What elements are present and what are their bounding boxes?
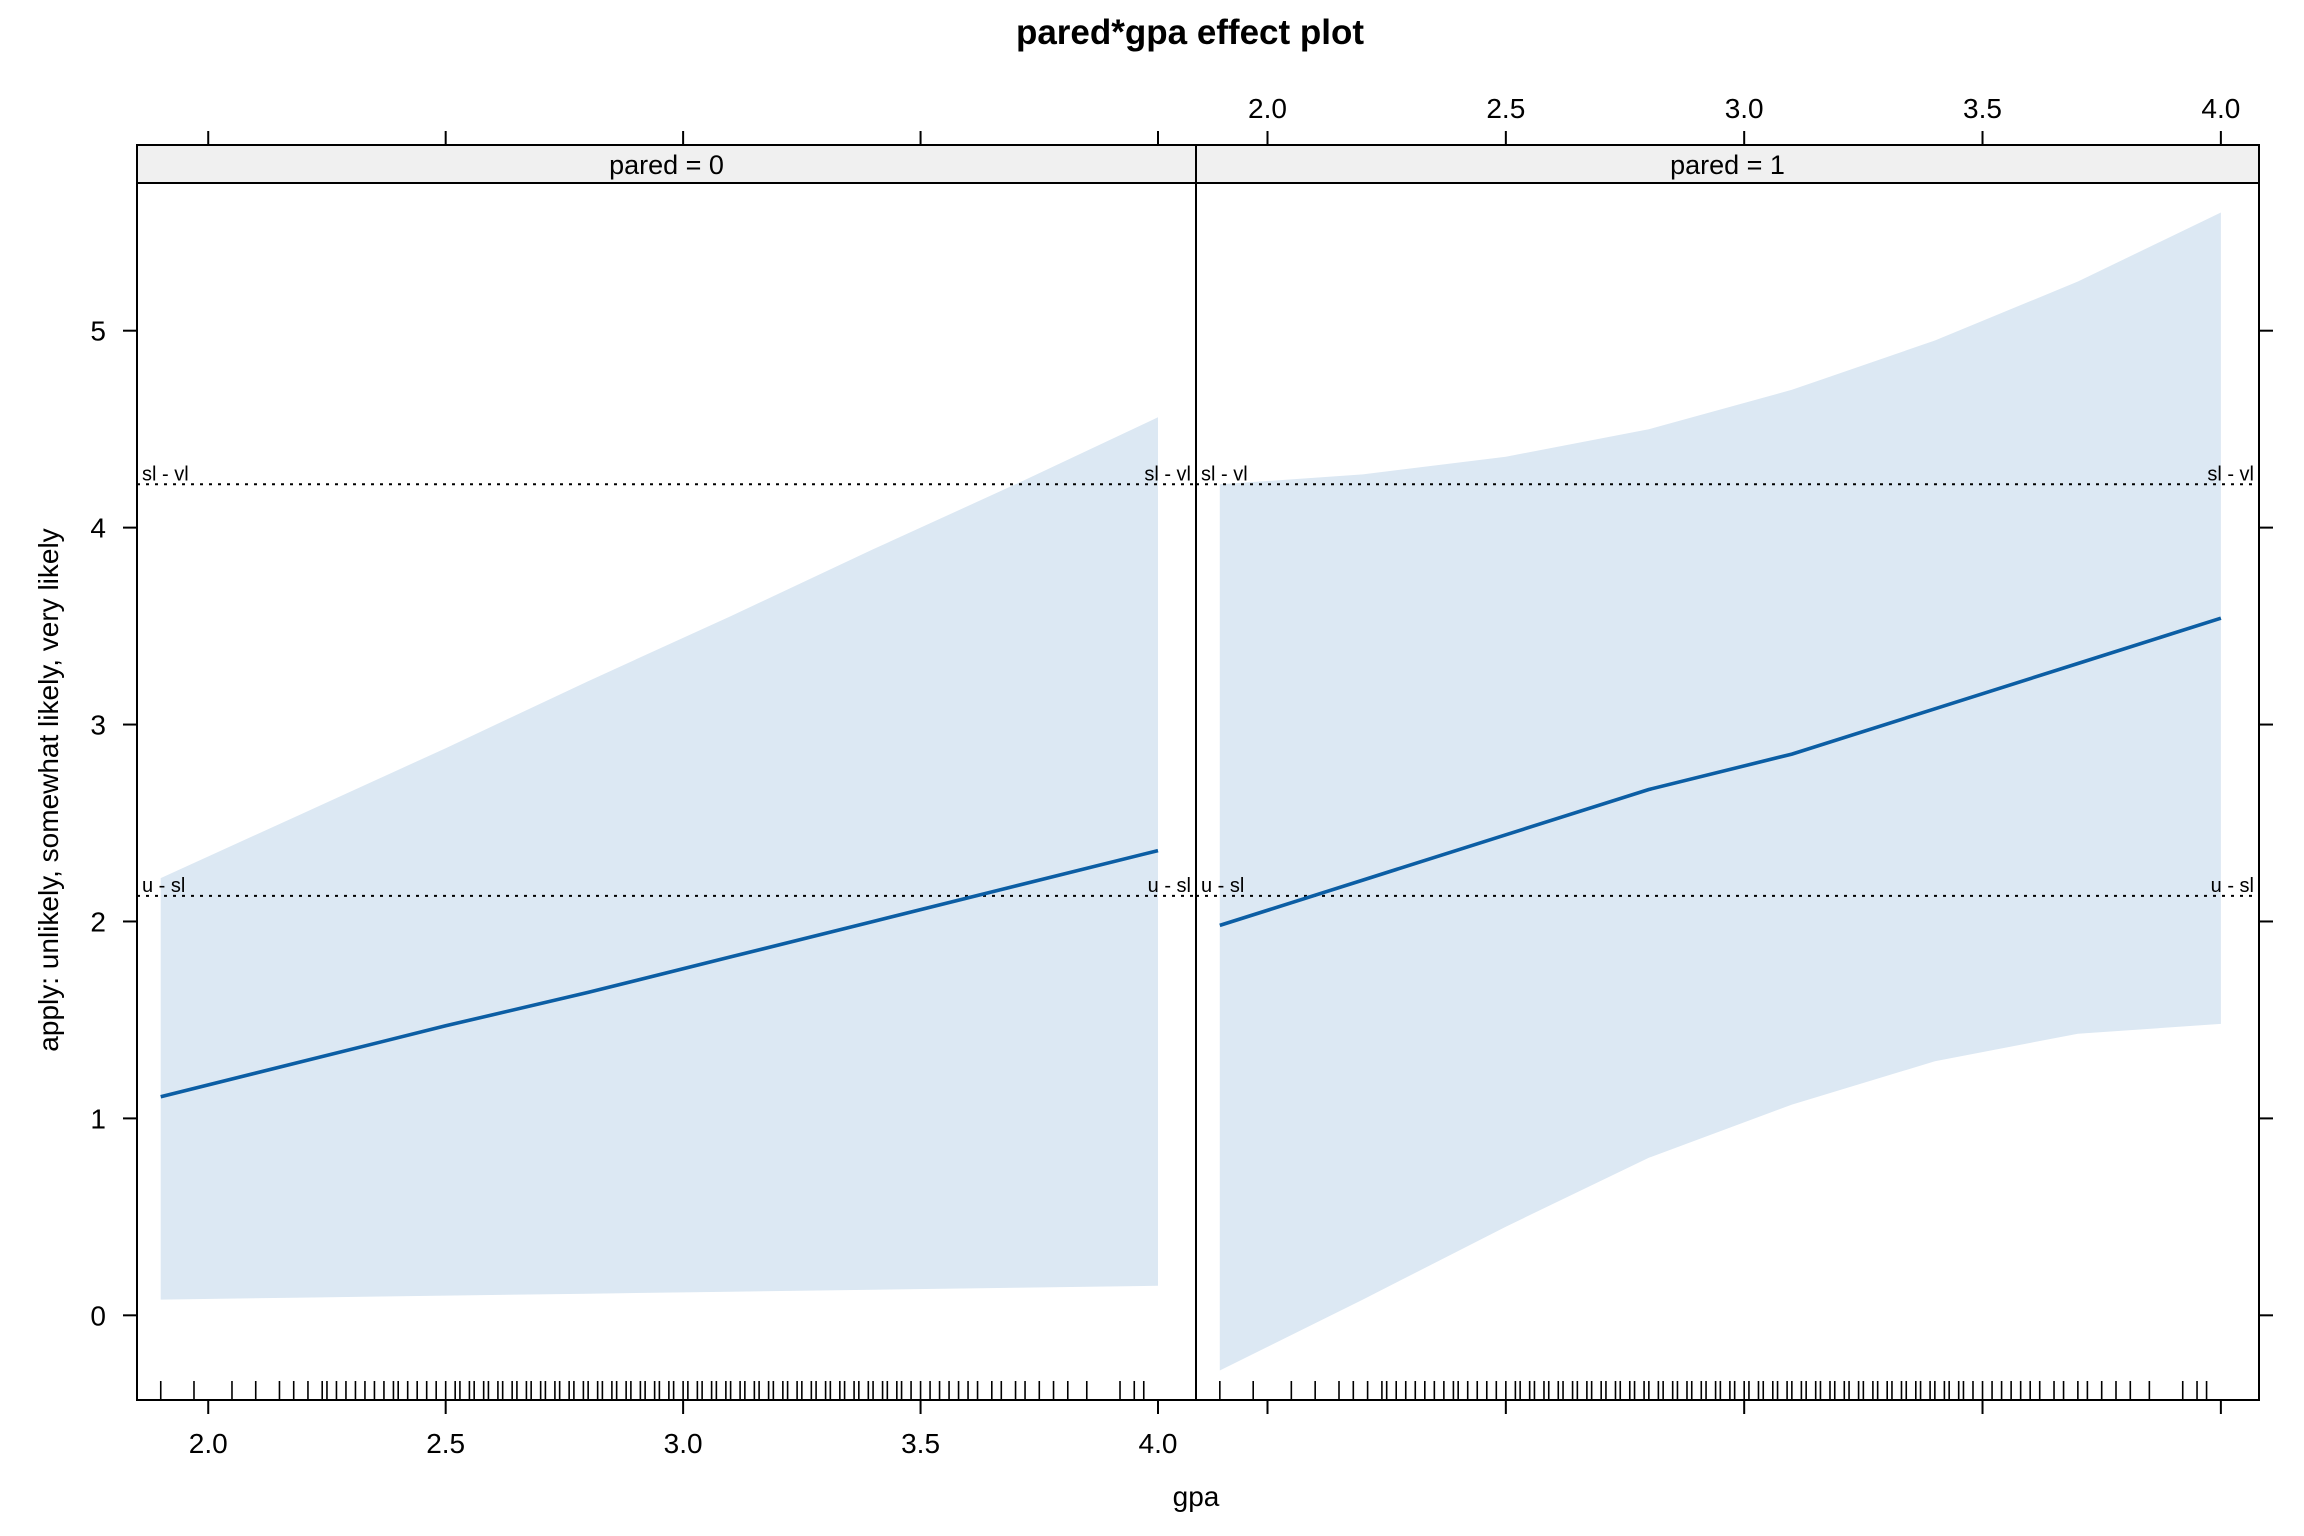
- threshold-label: sl - vl: [142, 463, 189, 485]
- threshold-label: u - sl: [1148, 875, 1191, 897]
- threshold-label: sl - vl: [1201, 463, 1248, 485]
- threshold-label: u - sl: [2211, 875, 2254, 897]
- panel-strip: [1195, 144, 2260, 184]
- x-tick-label: 3.5: [1963, 93, 2002, 124]
- y-axis-title: apply: unlikely, somewhat likely, very l…: [33, 528, 64, 1051]
- fit-line: [160, 848, 1159, 1099]
- y-tick-label: 1: [90, 1103, 106, 1134]
- x-tick-label: 2.0: [1248, 93, 1287, 124]
- chart-title: pared*gpa effect plot: [1016, 13, 1364, 52]
- confidence-band: [160, 417, 1158, 1300]
- y-tick-label: 0: [90, 1300, 106, 1331]
- x-tick-label: 2.0: [189, 1428, 228, 1459]
- x-tick-label: 2.5: [1486, 93, 1525, 124]
- panel-0: u - sl u - sl sl - vl sl - vl pared = 0 2.0 2.…: [136, 131, 1197, 1459]
- threshold-label: sl - vl: [1144, 463, 1191, 485]
- threshold-label: u - sl: [1201, 875, 1244, 897]
- x-tick-label: 4.0: [2201, 93, 2240, 124]
- x-tick-label: 2.5: [426, 1428, 465, 1459]
- panel-strip-label: pared = 1: [1670, 150, 1785, 180]
- x-tick-label: 4.0: [1139, 1428, 1178, 1459]
- fit-line: [1219, 616, 2222, 928]
- panel-strip: [136, 144, 1197, 184]
- y-tick-label: 3: [90, 710, 106, 741]
- y-tick-label: 5: [90, 316, 106, 347]
- threshold-label: sl - vl: [2207, 463, 2254, 485]
- x-tick-label: 3.5: [901, 1428, 940, 1459]
- x-axis-title: gpa: [1173, 1481, 1220, 1512]
- threshold-label: u - sl: [142, 875, 185, 897]
- plot-area: u - sl u - sl sl - vl sl - vl pared = 0 2.0 2.…: [90, 93, 2273, 1459]
- confidence-band: [1219, 212, 2221, 1371]
- x-tick-label: 3.0: [664, 1428, 703, 1459]
- x-tick-label: 3.0: [1725, 93, 1764, 124]
- panel-strip-label: pared = 0: [609, 150, 724, 180]
- y-tick-label: 4: [90, 513, 106, 544]
- y-tick-label: 2: [90, 906, 106, 937]
- panel-1: u - sl u - sl sl - vl sl - vl pared = 1 2.0 2.…: [1195, 93, 2260, 1414]
